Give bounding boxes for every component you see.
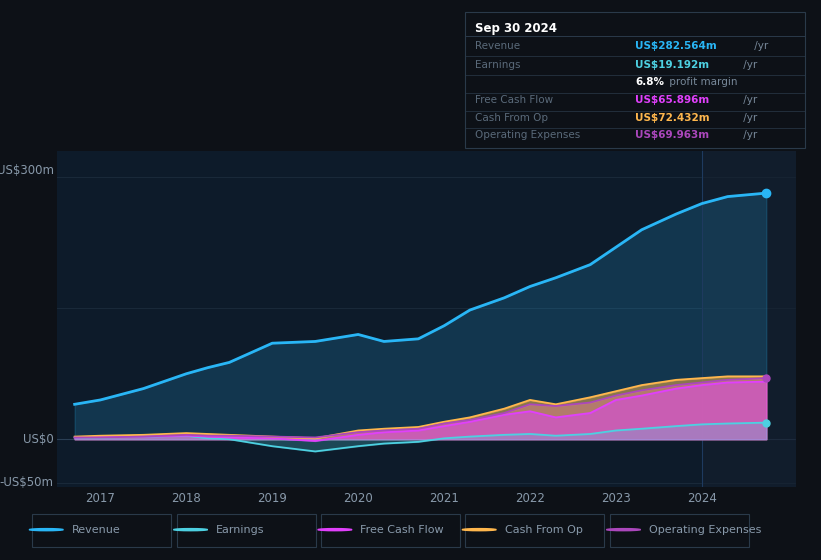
- Bar: [610, 514, 749, 547]
- Text: profit margin: profit margin: [666, 77, 737, 87]
- Text: /yr: /yr: [741, 59, 758, 69]
- Text: Free Cash Flow: Free Cash Flow: [475, 95, 553, 105]
- Text: Earnings: Earnings: [216, 525, 264, 535]
- Text: Operating Expenses: Operating Expenses: [475, 130, 580, 141]
- Bar: [466, 514, 604, 547]
- Bar: [702, 151, 796, 487]
- Circle shape: [173, 529, 208, 531]
- Text: Revenue: Revenue: [71, 525, 121, 535]
- Text: US$300m: US$300m: [0, 165, 54, 178]
- Text: 6.8%: 6.8%: [635, 77, 664, 87]
- Circle shape: [607, 529, 640, 531]
- Text: Earnings: Earnings: [475, 59, 521, 69]
- Circle shape: [318, 529, 352, 531]
- Circle shape: [462, 529, 496, 531]
- Text: /yr: /yr: [750, 40, 768, 50]
- Text: -US$50m: -US$50m: [0, 477, 54, 489]
- Bar: [321, 514, 460, 547]
- Circle shape: [30, 529, 63, 531]
- Text: US$72.432m: US$72.432m: [635, 113, 709, 123]
- Text: US$65.896m: US$65.896m: [635, 95, 709, 105]
- Text: Cash From Op: Cash From Op: [475, 113, 548, 123]
- Text: /yr: /yr: [741, 113, 758, 123]
- Text: Revenue: Revenue: [475, 40, 521, 50]
- Bar: [32, 514, 172, 547]
- Bar: [177, 514, 315, 547]
- Text: /yr: /yr: [741, 95, 758, 105]
- Text: US$69.963m: US$69.963m: [635, 130, 709, 141]
- Text: Sep 30 2024: Sep 30 2024: [475, 21, 557, 35]
- Text: Free Cash Flow: Free Cash Flow: [360, 525, 444, 535]
- Text: /yr: /yr: [741, 130, 758, 141]
- Text: Cash From Op: Cash From Op: [505, 525, 583, 535]
- Text: US$282.564m: US$282.564m: [635, 40, 717, 50]
- Text: US$0: US$0: [23, 433, 54, 446]
- Text: US$19.192m: US$19.192m: [635, 59, 709, 69]
- Text: Operating Expenses: Operating Expenses: [649, 525, 761, 535]
